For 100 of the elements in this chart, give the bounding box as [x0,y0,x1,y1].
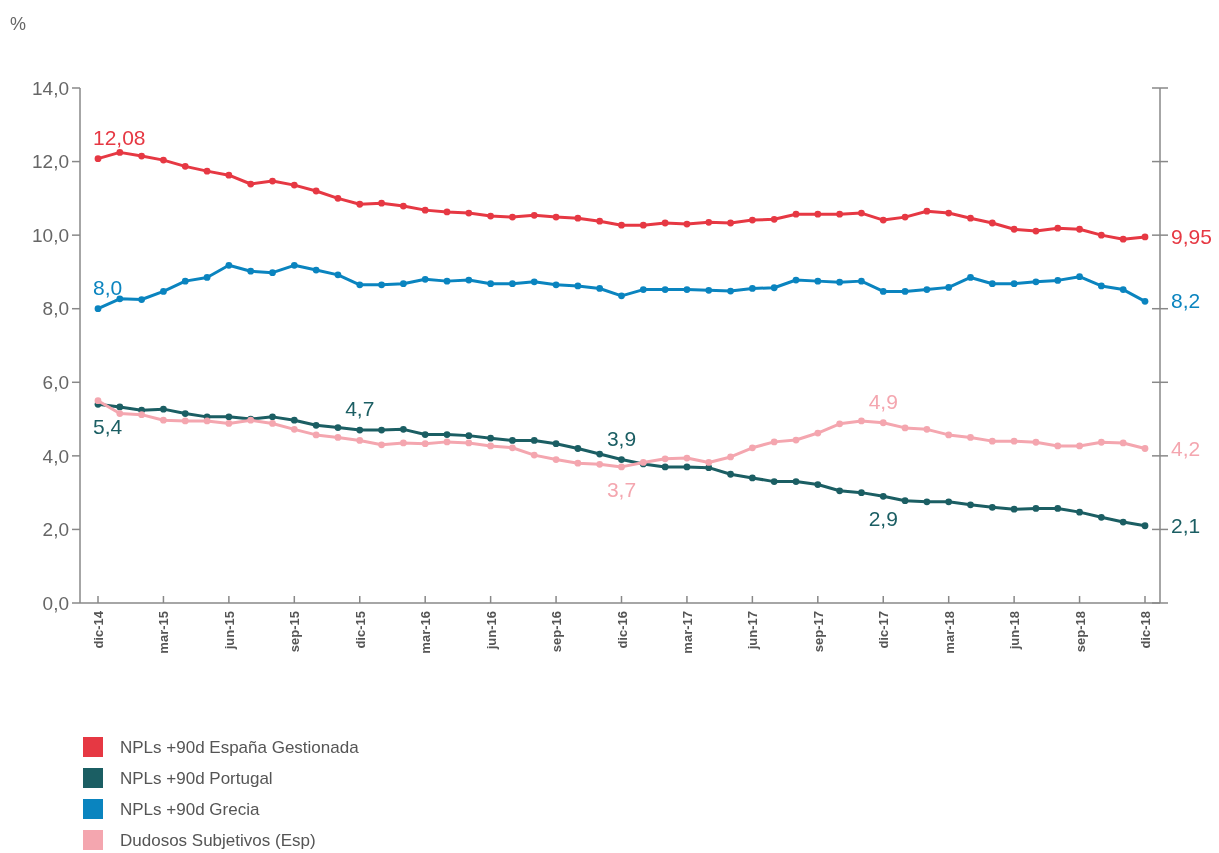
point [683,286,691,293]
point [596,217,604,225]
point [1097,231,1105,239]
point [574,459,582,467]
point [334,434,342,441]
point [1010,225,1018,233]
point [1119,518,1127,526]
x-tick-label: mar-15 [156,611,172,654]
point [530,278,538,286]
point [1141,297,1149,305]
point [487,280,495,288]
point [945,431,953,439]
y-axis-title: % [10,14,27,34]
point [1076,225,1083,233]
point [290,416,298,424]
point [203,167,211,175]
point [879,419,887,427]
point [705,459,713,466]
point [1032,278,1040,286]
data-label: 2,1 [1171,513,1201,537]
point [378,441,385,449]
point [1054,442,1062,450]
point [290,425,298,433]
point [661,463,669,471]
point [312,266,320,274]
point [683,463,691,471]
point [901,424,909,432]
legend-label: NPLs +90d Grecia [120,799,260,819]
point [770,438,778,446]
point [160,405,167,413]
point [530,437,538,444]
point [160,156,167,164]
y-tick-label: 12,0 [32,151,69,173]
point [1054,224,1062,232]
point [487,442,495,450]
point [356,281,364,289]
x-tick-label: jun-18 [1007,611,1023,651]
point [465,439,473,447]
data-label: 3,9 [606,426,637,450]
point [792,276,800,284]
point [923,286,931,293]
legend-label: NPLs +90d España Gestionada [120,737,360,757]
point [661,455,669,463]
point [879,492,887,500]
point [1119,235,1127,243]
point [181,417,189,425]
point [1032,505,1040,512]
point [269,420,276,427]
point [727,453,734,461]
data-label: 5,4 [93,415,123,439]
point [1010,505,1018,513]
point [618,463,625,471]
point [988,437,996,445]
x-tick-label: sep-15 [287,611,303,653]
point [574,445,582,452]
x-tick-label: jun-15 [221,611,237,651]
point [487,212,495,220]
y-tick-label: 0,0 [42,592,69,614]
data-label: 8,0 [93,275,123,299]
x-tick-label: mar-18 [941,611,957,654]
point [945,284,953,291]
point [247,267,255,275]
point [552,456,560,463]
x-tick-label: jun-16 [483,611,499,651]
point [552,213,560,221]
point [334,271,342,279]
point [574,282,582,290]
point [967,214,974,222]
point [879,288,887,295]
point [443,438,451,446]
point [683,454,691,462]
point [378,426,385,434]
point [858,417,865,425]
point [639,286,647,293]
point [94,155,102,163]
point [596,450,604,458]
point [203,274,211,281]
point [443,208,451,216]
point [923,498,931,506]
point [203,417,211,425]
point [945,209,953,217]
point [399,280,407,288]
point [748,474,756,482]
point [1097,282,1105,290]
point [792,210,800,218]
point [814,277,822,285]
point [836,487,844,495]
point [465,432,473,439]
y-tick-label: 6,0 [42,371,69,393]
point [618,456,625,463]
point [836,278,844,286]
point [1076,442,1083,450]
point [225,420,233,427]
point [334,424,342,431]
point [552,440,560,448]
point [269,177,276,185]
point [181,162,189,170]
point [312,187,320,195]
point [923,207,931,215]
point [858,489,865,497]
